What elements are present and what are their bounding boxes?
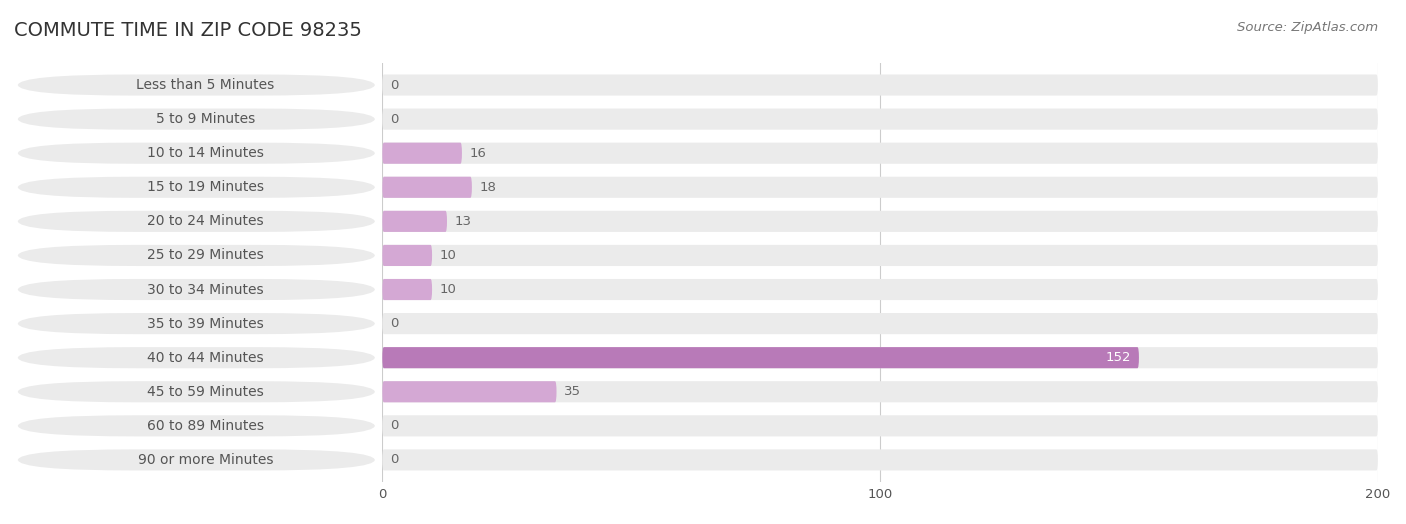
FancyBboxPatch shape <box>18 108 375 129</box>
Text: 90 or more Minutes: 90 or more Minutes <box>138 453 273 467</box>
Text: Source: ZipAtlas.com: Source: ZipAtlas.com <box>1237 21 1378 34</box>
Text: 10 to 14 Minutes: 10 to 14 Minutes <box>148 146 264 160</box>
FancyBboxPatch shape <box>382 450 1378 471</box>
Text: 10: 10 <box>440 283 457 296</box>
Text: 0: 0 <box>389 453 398 466</box>
FancyBboxPatch shape <box>18 313 375 334</box>
Text: 30 to 34 Minutes: 30 to 34 Minutes <box>148 282 264 297</box>
FancyBboxPatch shape <box>382 381 1378 402</box>
FancyBboxPatch shape <box>18 74 375 95</box>
FancyBboxPatch shape <box>382 177 1378 198</box>
FancyBboxPatch shape <box>382 108 1378 129</box>
Text: COMMUTE TIME IN ZIP CODE 98235: COMMUTE TIME IN ZIP CODE 98235 <box>14 21 361 40</box>
Text: 16: 16 <box>470 147 486 160</box>
Text: 60 to 89 Minutes: 60 to 89 Minutes <box>148 419 264 433</box>
FancyBboxPatch shape <box>382 416 1378 436</box>
Text: 40 to 44 Minutes: 40 to 44 Minutes <box>148 351 264 365</box>
FancyBboxPatch shape <box>382 381 557 402</box>
Text: 0: 0 <box>389 317 398 330</box>
FancyBboxPatch shape <box>382 211 1378 232</box>
FancyBboxPatch shape <box>382 279 432 300</box>
FancyBboxPatch shape <box>382 245 1378 266</box>
Text: 13: 13 <box>454 215 471 228</box>
FancyBboxPatch shape <box>18 381 375 402</box>
FancyBboxPatch shape <box>18 347 375 368</box>
FancyBboxPatch shape <box>18 177 375 198</box>
Text: 45 to 59 Minutes: 45 to 59 Minutes <box>148 385 264 399</box>
FancyBboxPatch shape <box>18 245 375 266</box>
Text: Less than 5 Minutes: Less than 5 Minutes <box>136 78 274 92</box>
FancyBboxPatch shape <box>18 279 375 300</box>
Text: 5 to 9 Minutes: 5 to 9 Minutes <box>156 112 254 126</box>
FancyBboxPatch shape <box>18 143 375 164</box>
FancyBboxPatch shape <box>382 143 1378 164</box>
Text: 0: 0 <box>389 79 398 92</box>
Text: 15 to 19 Minutes: 15 to 19 Minutes <box>148 180 264 194</box>
FancyBboxPatch shape <box>382 347 1378 368</box>
FancyBboxPatch shape <box>382 74 1378 95</box>
FancyBboxPatch shape <box>382 143 463 164</box>
Text: 10: 10 <box>440 249 457 262</box>
Text: 0: 0 <box>389 113 398 126</box>
Text: 25 to 29 Minutes: 25 to 29 Minutes <box>148 248 264 263</box>
FancyBboxPatch shape <box>382 279 1378 300</box>
FancyBboxPatch shape <box>18 450 375 471</box>
FancyBboxPatch shape <box>382 177 472 198</box>
Text: 35: 35 <box>564 385 581 398</box>
FancyBboxPatch shape <box>18 211 375 232</box>
FancyBboxPatch shape <box>18 416 375 436</box>
Text: 0: 0 <box>389 419 398 432</box>
FancyBboxPatch shape <box>382 313 1378 334</box>
Text: 152: 152 <box>1107 351 1132 364</box>
FancyBboxPatch shape <box>382 211 447 232</box>
Text: 35 to 39 Minutes: 35 to 39 Minutes <box>148 316 264 331</box>
FancyBboxPatch shape <box>382 347 1139 368</box>
Text: 20 to 24 Minutes: 20 to 24 Minutes <box>148 214 264 228</box>
Text: 18: 18 <box>479 181 496 194</box>
FancyBboxPatch shape <box>382 245 432 266</box>
